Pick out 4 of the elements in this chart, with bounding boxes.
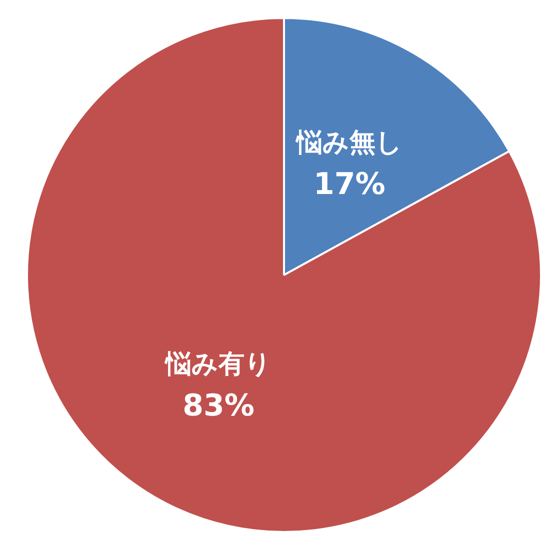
data-label: 83%: [182, 388, 254, 424]
slice-label: 悩み無し: [294, 128, 402, 158]
data-label: 17%: [314, 167, 386, 202]
slice-label: 悩み有り: [164, 349, 272, 380]
